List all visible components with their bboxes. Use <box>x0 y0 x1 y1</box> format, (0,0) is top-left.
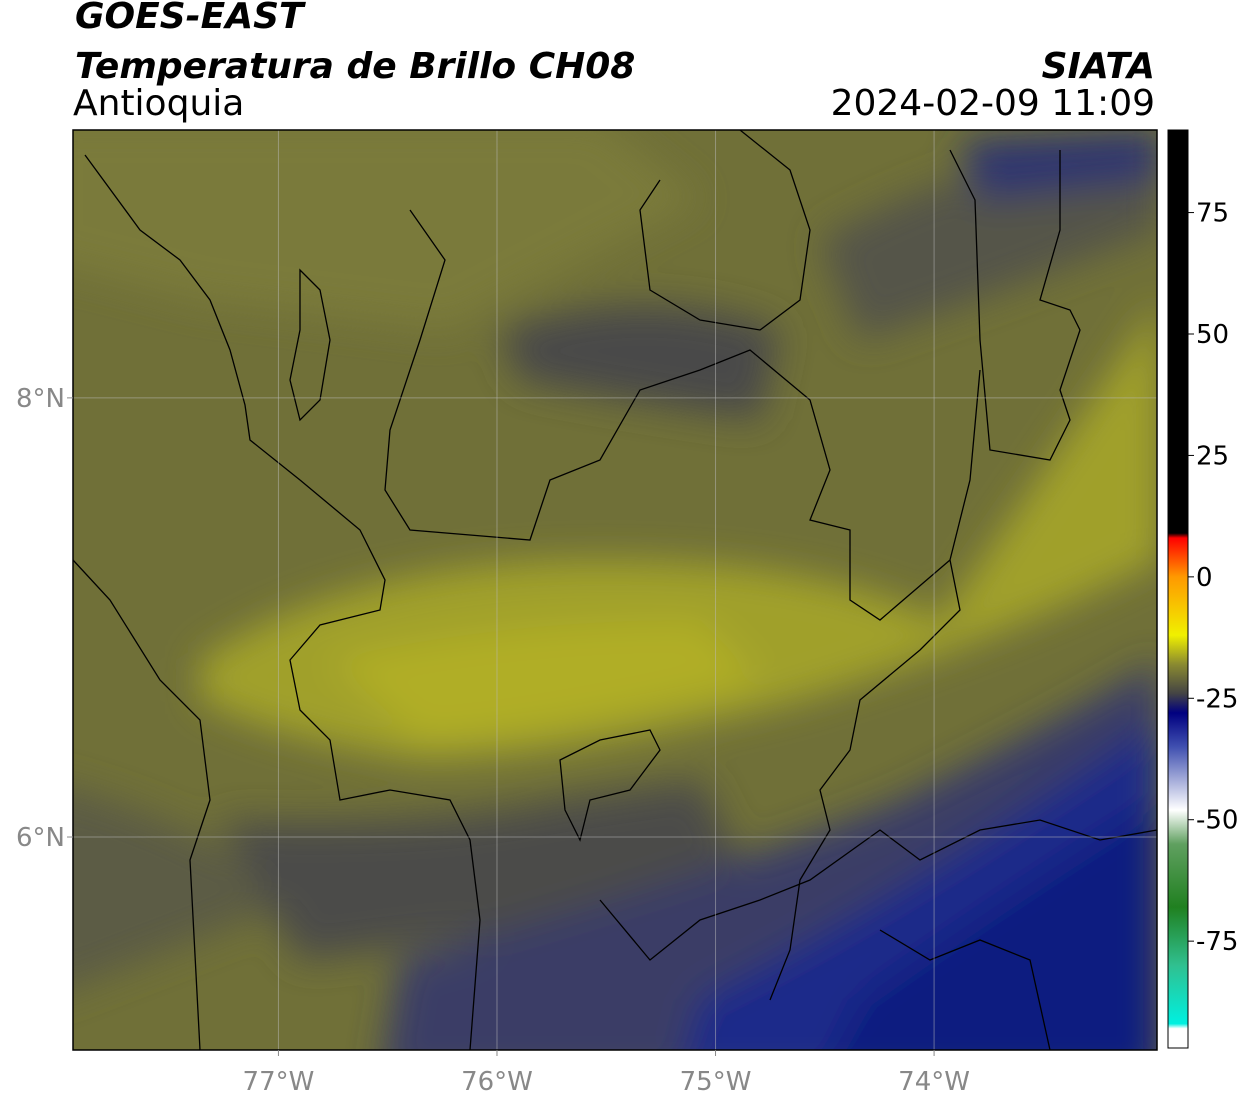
colorbar <box>1168 130 1188 1048</box>
y-tick-label: 8°N <box>16 384 65 414</box>
x-tick-label: 75°W <box>680 1067 752 1097</box>
agency-title: SIATA <box>1042 46 1155 87</box>
grid <box>73 130 1157 1050</box>
x-tick-label: 77°W <box>243 1067 315 1097</box>
colorbar-tick-label: 25 <box>1196 441 1229 471</box>
colorbar-tick-label: 50 <box>1196 320 1229 350</box>
region-label: Antioquia <box>73 83 244 124</box>
map-frame <box>72 129 1158 1051</box>
x-tick-label: 74°W <box>898 1067 970 1097</box>
map-field <box>73 130 1157 1050</box>
colorbar-tick-label: -25 <box>1196 684 1238 714</box>
colorbar-frame <box>1167 129 1189 1049</box>
colorbar-tick-label: -75 <box>1196 927 1238 957</box>
y-tick-label: 6°N <box>16 823 65 853</box>
x-tick-label: 76°W <box>461 1067 533 1097</box>
datetime-label: 2024-02-09 11:09 <box>831 83 1155 124</box>
colorbar-tick-label: -50 <box>1196 806 1238 836</box>
colorbar-tick-label: 0 <box>1196 563 1213 593</box>
product-title: Temperatura de Brillo CH08 <box>75 46 635 87</box>
satellite-title: GOES-EAST <box>75 0 306 37</box>
colorbar-tick-label: 75 <box>1196 199 1229 229</box>
